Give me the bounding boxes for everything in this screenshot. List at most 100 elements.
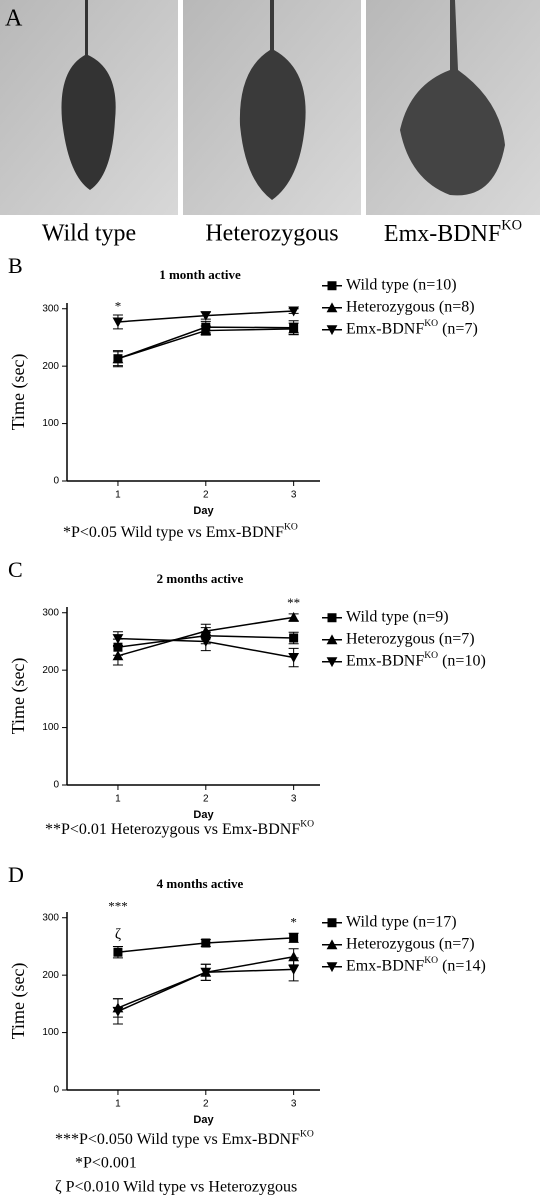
y-tick-label: 200 [42,970,59,981]
y-tick-label: 300 [42,607,59,618]
mouse-silhouette [400,0,505,196]
x-axis-label: Day [193,809,214,821]
legend-label: Wild type (n=17) [346,913,457,930]
footnote-part: KO [300,819,314,830]
legend-label-part: KO [424,955,438,966]
marker [112,317,124,328]
y-tick-label: 100 [42,418,59,429]
significance-mark: ** [287,595,300,610]
legend-marker [326,962,338,973]
x-tick-label: 3 [291,794,297,805]
legend-label-part: (n=10) [438,652,486,669]
panel-label: D [8,862,24,887]
legend-label-part: KO [424,650,438,661]
y-tick-label: 300 [42,912,59,923]
significance-mark: * [290,914,297,929]
x-axis-label: Day [193,1114,214,1126]
legend-label: Wild type (n=10) [346,276,457,293]
panel-label: C [8,557,23,582]
legend-label: Heterozygous (n=7) [346,630,475,647]
photo-caption-part: KO [501,218,522,234]
footnote: **P<0.01 Heterozygous vs Emx-BDNFKO [45,819,314,838]
marker [289,633,299,643]
marker [288,306,300,317]
marker [112,1006,124,1017]
photo-caption: Heterozygous [205,221,338,247]
x-axis-label: Day [193,505,214,517]
chart-title: 4 months active [157,876,244,891]
legend-label: Heterozygous (n=8) [346,298,475,315]
legend-marker [327,918,337,928]
marker [201,938,211,948]
marker [288,964,300,975]
legend-label-part: KO [424,318,438,329]
x-tick-label: 1 [115,490,121,501]
panel-label: A [5,6,23,32]
footnote: ζ P<0.010 Wild type vs Heterozygous [55,1179,297,1196]
legend-marker [326,634,338,645]
y-tick-label: 200 [42,361,59,372]
significance-mark: ζ [115,926,121,942]
marker [112,634,124,644]
legend-marker [326,657,338,668]
y-tick-label: 200 [42,665,59,676]
legend-marker [326,302,338,313]
significance-mark: *** [108,898,128,913]
marker [288,653,300,663]
marker [288,611,300,622]
x-tick-label: 2 [203,1099,209,1110]
legend-label-part: (n=7) [438,320,478,337]
marker [288,951,300,962]
y-axis-label: Time (sec) [8,354,29,431]
y-axis-label: Time (sec) [8,963,29,1040]
legend-marker [327,613,337,623]
legend-label: Emx-BDNFKO (n=7) [346,318,478,337]
photo-caption: Wild type [42,221,136,247]
x-tick-label: 1 [115,794,121,805]
chart-title: 1 month active [159,267,241,282]
legend-label: Emx-BDNFKO (n=14) [346,955,486,974]
legend-label: Emx-BDNFKO (n=10) [346,650,486,669]
y-tick-label: 100 [42,1027,59,1038]
legend-label-part: (n=14) [438,957,486,974]
legend-label: Heterozygous (n=7) [346,935,475,952]
marker [200,625,212,636]
legend-marker [327,281,337,291]
footnote: *P<0.001 [75,1155,137,1172]
marker [112,353,124,364]
footnote-part: KO [284,522,298,533]
footnote: ***P<0.050 Wild type vs Emx-BDNFKO [55,1129,314,1148]
legend-label-part: Emx-BDNF [346,957,424,974]
legend-label-part: Emx-BDNF [346,320,424,337]
mouse-silhouette [239,0,306,200]
panel-label: B [8,253,23,278]
marker [200,636,212,647]
x-tick-label: 2 [203,794,209,805]
marker [289,933,299,943]
y-tick-label: 300 [42,303,59,314]
marker [112,650,124,661]
mouse-silhouette [61,0,116,190]
x-tick-label: 2 [203,490,209,501]
chart-title: 2 months active [157,571,244,586]
footnote: *P<0.05 Wild type vs Emx-BDNFKO [63,522,298,541]
marker [113,947,123,957]
marker [200,311,212,322]
footnote-part: ***P<0.050 Wild type vs Emx-BDNF [55,1131,300,1148]
marker [200,967,212,978]
legend-label: Wild type (n=9) [346,608,449,625]
x-tick-label: 3 [291,490,297,501]
marker [200,325,212,336]
legend-marker [326,325,338,336]
y-tick-label: 100 [42,722,59,733]
photos [0,0,540,215]
legend-label-part: Emx-BDNF [346,652,424,669]
y-axis-label: Time (sec) [8,658,29,735]
significance-mark: * [115,299,122,314]
legend-marker [326,939,338,950]
y-tick-label: 0 [53,780,59,791]
y-tick-label: 0 [53,1085,59,1096]
x-tick-label: 1 [115,1099,121,1110]
x-tick-label: 3 [291,1099,297,1110]
